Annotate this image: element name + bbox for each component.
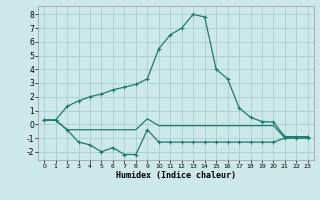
- X-axis label: Humidex (Indice chaleur): Humidex (Indice chaleur): [116, 171, 236, 180]
